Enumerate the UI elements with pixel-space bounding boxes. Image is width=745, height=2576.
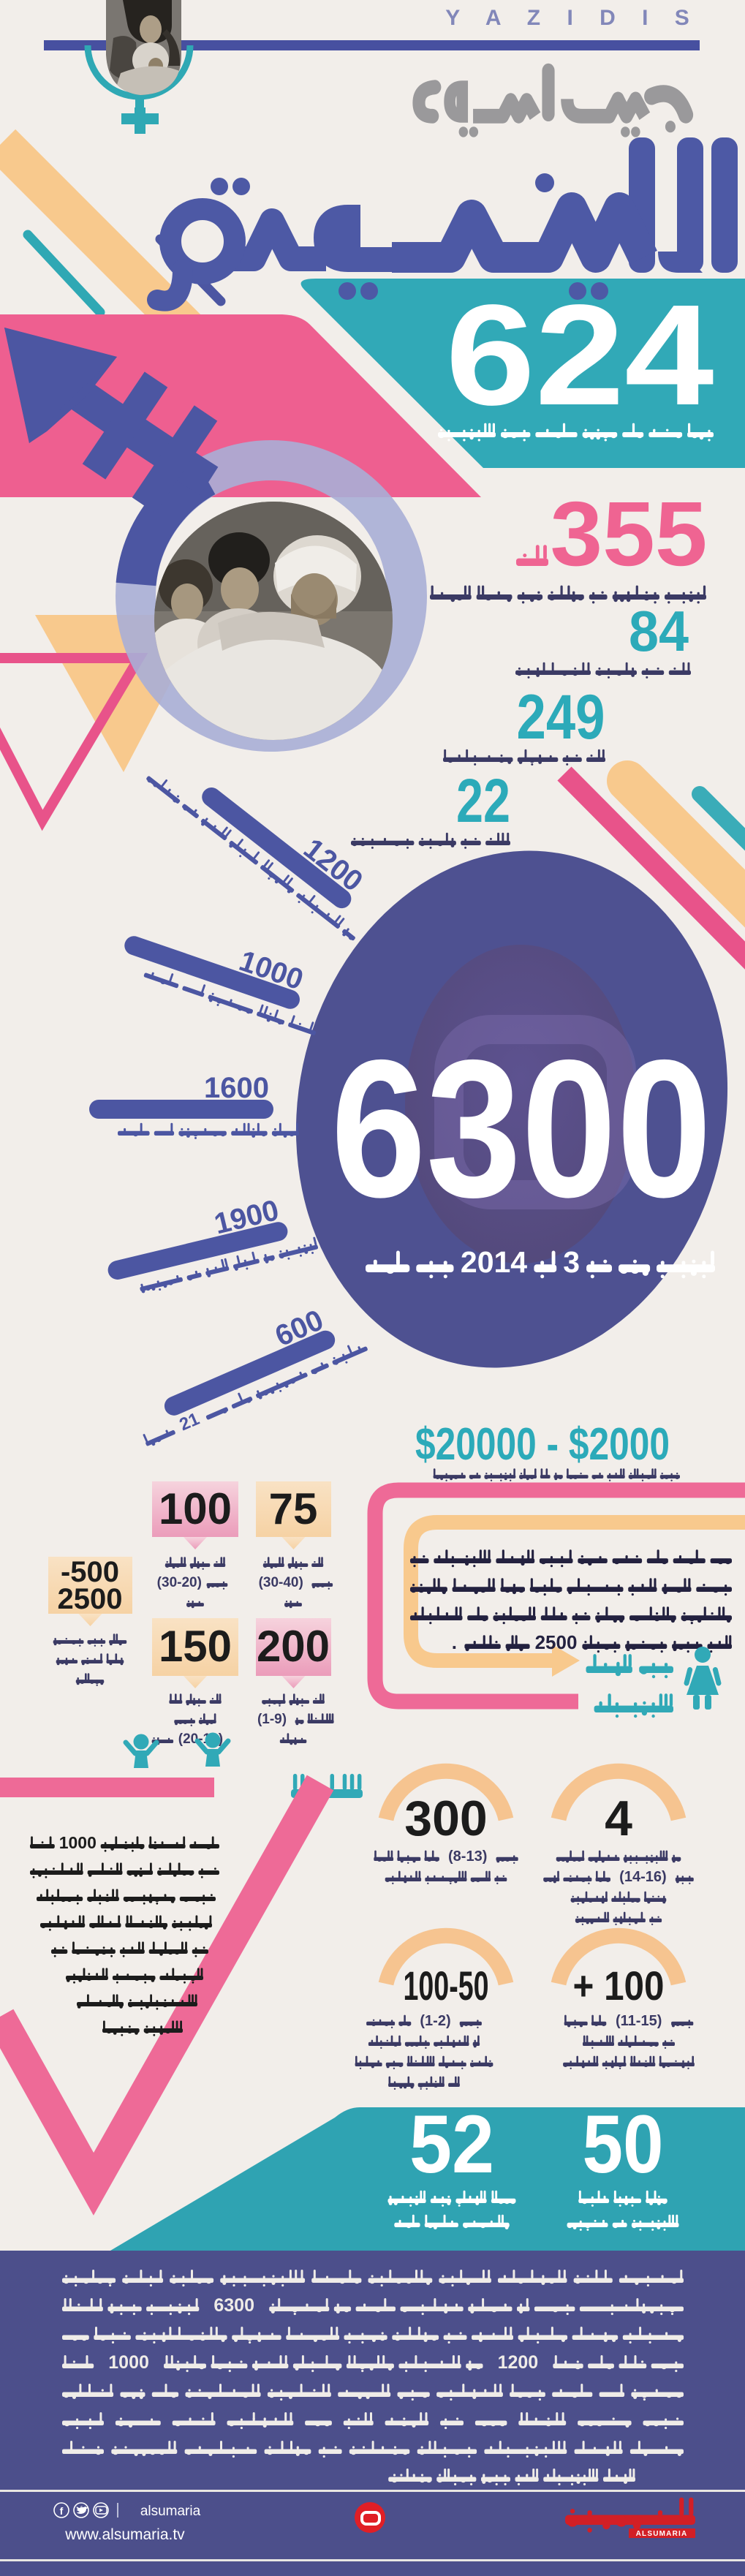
svg-text:2500: 2500 [535,1631,578,1653]
svg-text:www.alsumaria.tv: www.alsumaria.tv [64,2526,185,2543]
svg-text:+ 100: + 100 [573,1963,665,2009]
svg-text:Y A Z I D I S: Y A Z I D I S [445,6,700,30]
svg-text:1000: 1000 [59,1833,97,1852]
svg-text:75: 75 [269,1484,318,1533]
svg-text:-500: -500 [61,1556,119,1588]
svg-text:50: 50 [583,2099,664,2190]
svg-text:(14-16): (14-16) [619,1869,666,1885]
svg-text:200: 200 [257,1622,330,1671]
svg-text:1600: 1600 [204,1072,269,1104]
svg-text:300: 300 [404,1791,487,1846]
svg-text:1000: 1000 [108,2352,149,2373]
svg-text:alsumaria: alsumaria [140,2504,201,2519]
svg-text:624: 624 [446,275,714,435]
svg-text:2500: 2500 [58,1583,123,1615]
svg-text:2014: 2014 [461,1245,527,1279]
svg-text:6300: 6300 [331,1019,712,1238]
svg-text:4: 4 [605,1791,632,1846]
svg-text:(30-20): (30-20) [157,1575,202,1590]
svg-text:(8-13): (8-13) [448,1848,487,1865]
svg-text:(1-9): (1-9) [257,1712,287,1727]
svg-text:100-50: 100-50 [404,1963,489,2009]
svg-text:84: 84 [629,599,689,663]
svg-text:22: 22 [456,766,510,835]
svg-text:249: 249 [517,682,605,752]
svg-text:(11-15): (11-15) [616,2013,662,2029]
svg-text:.: . [452,1631,457,1653]
svg-text:$20000 - $2000: $20000 - $2000 [415,1419,670,1470]
svg-text:6300: 6300 [213,2295,254,2316]
svg-text:52: 52 [409,2099,494,2190]
svg-text:f: f [60,2505,64,2517]
svg-text:3: 3 [563,1245,580,1279]
svg-text:(1-2): (1-2) [420,2013,450,2029]
svg-text:100: 100 [159,1484,232,1533]
svg-text:1200: 1200 [498,2352,539,2373]
svg-text:ALSUMARIA: ALSUMARIA [636,2530,688,2538]
svg-text:355: 355 [551,483,708,585]
svg-text:(30-40): (30-40) [259,1575,303,1590]
svg-text:150: 150 [159,1622,232,1671]
